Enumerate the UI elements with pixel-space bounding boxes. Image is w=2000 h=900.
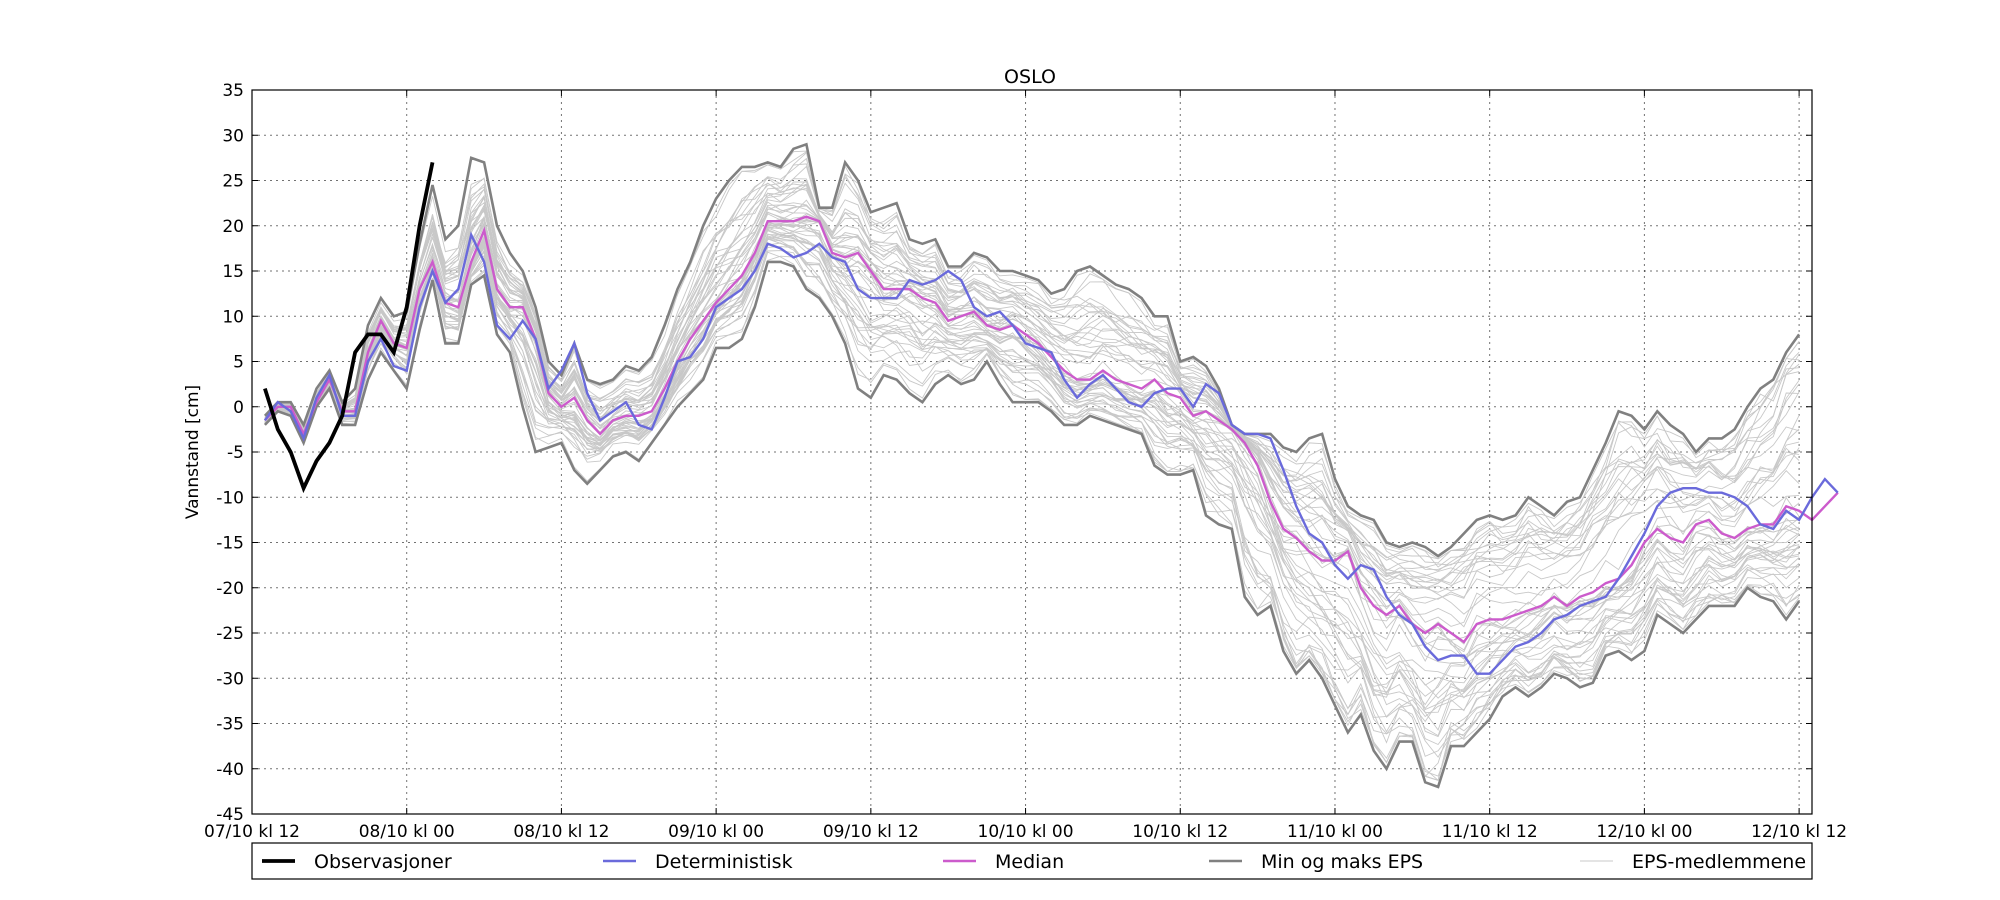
eps-member-line: [264, 178, 1800, 584]
y-tick-label: 25: [222, 172, 244, 192]
eps-member-line: [264, 238, 1800, 731]
legend-label: Median: [995, 851, 1064, 873]
x-tick-label: 11/10 kl 12: [1442, 822, 1538, 842]
eps-member-line: [264, 246, 1800, 660]
observations-line: [263, 162, 435, 494]
eps-member-line: [264, 240, 1800, 757]
y-tick-label: 10: [222, 307, 244, 327]
y-tick-label: 15: [222, 262, 244, 282]
deterministic-line: [263, 231, 1839, 675]
x-tick-label: 08/10 kl 12: [513, 822, 609, 842]
legend-label: Deterministisk: [655, 851, 793, 873]
eps-member-line: [264, 219, 1800, 628]
eps-member-line: [264, 231, 1800, 660]
x-tick-label: 08/10 kl 00: [359, 822, 455, 842]
eps-member-line: [264, 181, 1800, 578]
eps-member-line: [264, 216, 1800, 718]
legend: Observasjoner Deterministisk Median Min og …: [251, 842, 1813, 880]
chart-title: OSLO: [1004, 66, 1056, 88]
y-tick-label: 20: [222, 217, 244, 237]
eps-member-line: [264, 246, 1800, 738]
max-eps-line: [263, 142, 1801, 558]
x-tick-label: 11/10 kl 00: [1287, 822, 1383, 842]
y-tick-label: 35: [222, 81, 244, 101]
y-tick-label: 5: [233, 353, 244, 373]
eps-member-line: [264, 150, 1800, 586]
y-axis-ticks: 35 30 25 20 15 10 5 0 -5 -10 -15 -20 -25 -30 -35 -40 -45: [216, 81, 1812, 825]
x-tick-label: 09/10 kl 12: [823, 822, 919, 842]
y-tick-label: -15: [216, 534, 244, 554]
eps-member-line: [264, 235, 1800, 723]
x-tick-label: 12/10 kl 12: [1751, 822, 1847, 842]
y-tick-label: -35: [216, 715, 244, 735]
y-axis-label: Vannstand [cm]: [183, 385, 203, 519]
y-tick-label: -45: [216, 805, 244, 825]
legend-label: Observasjoner: [314, 851, 452, 873]
legend-box: [251, 842, 1813, 880]
median-line: [264, 215, 1839, 644]
y-tick-label: -10: [216, 488, 244, 508]
y-tick-label: 30: [222, 126, 244, 146]
eps-member-line: [264, 196, 1800, 627]
legend-label: EPS-medlemmene: [1632, 851, 1806, 873]
min-eps-line: [263, 260, 1801, 789]
y-tick-label: -5: [227, 443, 244, 463]
x-tick-label: 10/10 kl 12: [1132, 822, 1228, 842]
eps-member-line: [264, 179, 1800, 568]
y-tick-label: 0: [233, 398, 244, 418]
y-tick-label: -40: [216, 760, 244, 780]
series-layer: [263, 142, 1839, 789]
eps-member-line: [264, 231, 1800, 666]
eps-member-line: [264, 177, 1800, 568]
legend-label: Min og maks EPS: [1261, 851, 1423, 873]
eps-member-line: [264, 224, 1800, 781]
y-tick-label: -25: [216, 624, 244, 644]
eps-member-line: [264, 226, 1800, 714]
eps-member-line: [264, 208, 1800, 658]
grid-lines: [252, 90, 1812, 814]
eps-member-line: [264, 221, 1800, 592]
eps-members-layer: [264, 150, 1800, 782]
x-tick-label: 07/10 kl 12: [204, 822, 300, 842]
eps-member-line: [264, 182, 1800, 706]
x-axis-ticks: 07/10 kl 12 08/10 kl 00 08/10 kl 12 09/10 k…: [204, 90, 1847, 842]
x-tick-label: 12/10 kl 00: [1596, 822, 1692, 842]
x-tick-label: 10/10 kl 00: [978, 822, 1074, 842]
x-tick-label: 09/10 kl 00: [668, 822, 764, 842]
eps-member-line: [264, 183, 1800, 615]
eps-member-line: [264, 157, 1800, 584]
y-tick-label: -20: [216, 579, 244, 599]
y-tick-label: -30: [216, 669, 244, 689]
